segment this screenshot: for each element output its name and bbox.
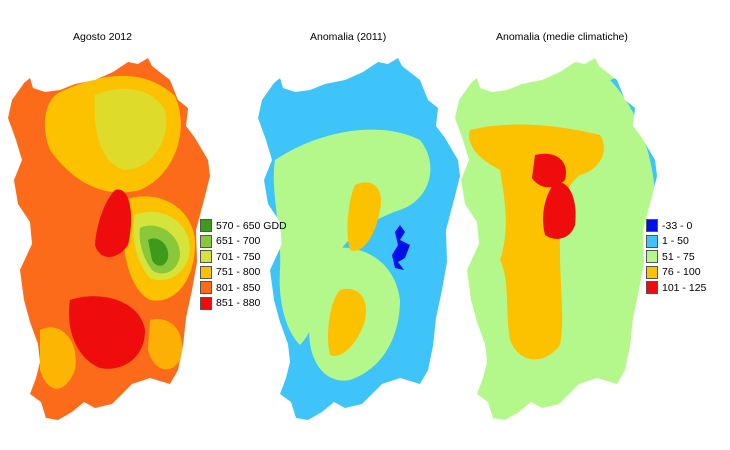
map-title-agosto-2012: Agosto 2012: [73, 31, 132, 43]
legend-label: 801 - 850: [216, 281, 261, 294]
legend-item: 76 - 100: [646, 265, 706, 281]
legend-label: 570 - 650 GDD: [216, 219, 287, 232]
legend-gdd: 570 - 650 GDD 651 - 700 701 - 750 751 - …: [200, 218, 287, 311]
map-sardinia-anomalia-medie: [455, 58, 657, 420]
map-title-anomalia-2011: Anomalia (2011): [310, 31, 387, 43]
zone-751-800-southeast: [148, 319, 183, 370]
zone-751-800-southwest: [40, 327, 76, 389]
legend-item: 1 - 50: [646, 234, 706, 250]
legend-anomalia: -33 - 0 1 - 50 51 - 75 76 - 100 101 - 12…: [646, 218, 706, 296]
zone-701-750-north: [94, 88, 167, 170]
zone-570-650: [148, 238, 169, 266]
legend-swatch: [200, 296, 212, 310]
legend-label: 751 - 800: [216, 266, 261, 279]
legend-swatch: [646, 281, 658, 295]
legend-label: 101 - 125: [662, 281, 707, 294]
zone-851-880-south: [69, 296, 145, 369]
legend-item: 51 - 75: [646, 249, 706, 265]
zone-76-100: [469, 124, 604, 360]
legend-swatch: [200, 250, 212, 264]
legend-swatch: [200, 265, 212, 279]
zone-76-100-central: [347, 182, 381, 251]
legend-label: 76 - 100: [662, 266, 701, 279]
legend-swatch: [646, 265, 658, 279]
legend-swatch: [646, 250, 658, 264]
legend-item: 751 - 800: [200, 265, 287, 281]
legend-item: 701 - 750: [200, 249, 287, 265]
legend-swatch: [646, 234, 658, 248]
zone-101-125-central: [543, 181, 576, 239]
zone-101-125-north: [532, 153, 566, 188]
legend-item: 101 - 125: [646, 280, 706, 296]
legend-item: 570 - 650 GDD: [200, 218, 287, 234]
legend-label: 701 - 750: [216, 250, 261, 263]
zone-851-880-central: [95, 189, 132, 258]
legend-item: 651 - 700: [200, 234, 287, 250]
legend-item: 801 - 850: [200, 280, 287, 296]
legend-label: -33 - 0: [662, 219, 693, 232]
legend-label: 51 - 75: [662, 250, 695, 263]
legend-swatch: [646, 219, 658, 233]
legend-item: -33 - 0: [646, 218, 706, 234]
legend-label: 1 - 50: [662, 235, 689, 248]
legend-label: 651 - 700: [216, 235, 261, 248]
map-title-anomalia-medie: Anomalia (medie climatiche): [496, 31, 628, 43]
legend-swatch: [200, 234, 212, 248]
zone-76-100-south: [328, 288, 366, 356]
legend-label: 851 - 880: [216, 297, 261, 310]
zone-negative-33-0: [392, 225, 410, 270]
legend-swatch: [200, 281, 212, 295]
map-sardinia-anomalia-2011: [258, 58, 460, 420]
legend-item: 851 - 880: [200, 296, 287, 312]
map-sardinia-agosto-2012: [8, 58, 210, 420]
legend-swatch: [200, 219, 212, 233]
